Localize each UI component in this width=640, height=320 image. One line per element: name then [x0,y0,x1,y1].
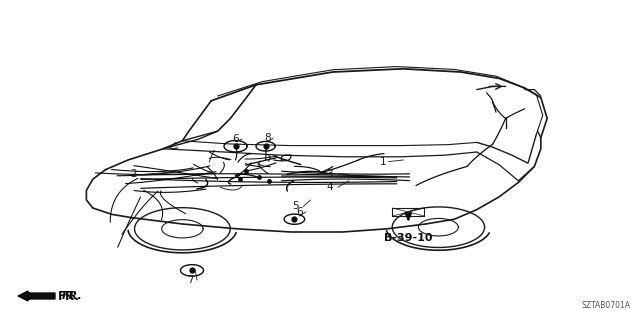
Text: 2: 2 [130,169,136,180]
Text: FR.: FR. [58,290,80,302]
Text: 6: 6 [232,134,239,144]
Text: 4: 4 [326,182,333,192]
Text: 1: 1 [380,156,386,167]
Text: 5: 5 [292,201,299,212]
Text: B-39-10: B-39-10 [384,233,433,244]
Text: 7: 7 [188,275,194,285]
Text: FR.: FR. [62,291,83,301]
Text: SZTAB0701A: SZTAB0701A [581,301,630,310]
Text: 6: 6 [296,207,303,217]
Text: 8: 8 [264,133,271,143]
FancyArrow shape [18,291,55,301]
Text: 3: 3 [326,169,333,180]
